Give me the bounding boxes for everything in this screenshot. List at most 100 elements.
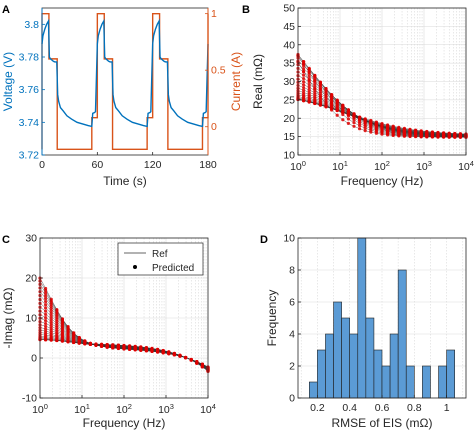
panel-a-xlabel: Time (s) bbox=[103, 174, 147, 188]
panel-c-predicted-point bbox=[44, 306, 48, 310]
panel-a-ytick-right-label: 0 bbox=[211, 121, 217, 133]
panel-b-predicted-point bbox=[346, 111, 350, 115]
panel-b-ylabel: Real (mΩ) bbox=[251, 54, 265, 109]
panel-b-predicted-point bbox=[397, 125, 401, 129]
histogram-bar bbox=[373, 349, 383, 399]
panel-c-imag-impedance-chart: 100 101 102 103 104 -10 0 10 20 30 Frequency (Hz) -… bbox=[1, 233, 216, 431]
panel-c-predicted-point bbox=[122, 343, 126, 348]
panel-d-ytick-label: 2 bbox=[289, 361, 295, 373]
panel-b-predicted-point bbox=[363, 128, 367, 133]
panel-c-predicted-point bbox=[128, 344, 132, 348]
panel-c-predicted-point bbox=[116, 343, 120, 347]
voltage-series-line bbox=[41, 18, 209, 128]
panel-b-predicted-point bbox=[330, 106, 334, 110]
panel-c-predicted-point bbox=[44, 291, 48, 295]
panel-c-predicted-point bbox=[150, 346, 154, 350]
histogram-bar bbox=[405, 365, 415, 399]
panel-c-predicted-point bbox=[88, 342, 92, 346]
panel-b-xtick-label: 103 bbox=[416, 159, 432, 173]
panel-c-predicted-point bbox=[44, 299, 48, 304]
panel-c-predicted-point bbox=[44, 327, 48, 331]
panel-b-xtick-label: 100 bbox=[290, 159, 306, 173]
panel-b-predicted-point bbox=[341, 109, 345, 114]
panel-a-ytick-right-label: 0.5 bbox=[211, 65, 226, 77]
panel-c-predicted-point bbox=[133, 344, 137, 348]
panel-c-predicted-point bbox=[49, 338, 53, 342]
panel-c-predicted-point bbox=[44, 321, 48, 326]
panel-b-ytick-label: 20 bbox=[283, 113, 295, 125]
panel-b-predicted-point bbox=[307, 74, 311, 78]
panel-c-predicted-point bbox=[167, 350, 171, 354]
panel-c-predicted-point bbox=[111, 343, 115, 347]
panel-b-predicted-point bbox=[341, 118, 345, 122]
panel-b-predicted-point bbox=[307, 69, 311, 73]
panel-c-predicted-point bbox=[189, 358, 193, 362]
histogram-bar bbox=[438, 365, 447, 399]
panel-c-predicted-point bbox=[49, 311, 53, 316]
panel-c-predicted-point bbox=[72, 340, 76, 344]
panel-b-predicted-point bbox=[307, 88, 311, 92]
panel-b-predicted-point bbox=[352, 121, 356, 125]
panel-b-predicted-point bbox=[346, 121, 350, 125]
panel-b-ytick-label: 35 bbox=[283, 58, 295, 70]
panel-a-ytick-right-label: 1 bbox=[211, 8, 217, 20]
panel-d-ytick-label: 10 bbox=[283, 233, 295, 245]
panel-b-predicted-point bbox=[324, 104, 328, 108]
panel-b-predicted-point bbox=[453, 131, 457, 136]
panel-c-xlabel: Frequency (Hz) bbox=[83, 416, 166, 430]
panel-d-xtick-label: 0.2 bbox=[310, 402, 325, 414]
panel-b-predicted-point bbox=[302, 61, 306, 65]
panel-c-predicted-point bbox=[49, 322, 53, 326]
panel-b-predicted-point bbox=[302, 85, 306, 90]
panel-b-ytick-label: 40 bbox=[283, 39, 295, 51]
panel-a-ytick-label: 3.72 bbox=[19, 150, 40, 162]
panel-b-predicted-point bbox=[302, 83, 306, 87]
panel-b-predicted-point bbox=[335, 113, 339, 117]
panel-c-predicted-point bbox=[156, 347, 160, 351]
panel-c-legend-box bbox=[117, 242, 204, 276]
panel-c-xtick-label: 101 bbox=[74, 402, 90, 416]
panel-c-xtick-label: 103 bbox=[158, 402, 174, 416]
panel-d-ylabel: Frequency bbox=[265, 290, 279, 347]
panel-b-xlabel: Frequency (Hz) bbox=[341, 174, 424, 188]
panel-b-ytick-label: 30 bbox=[283, 76, 295, 88]
panel-c-predicted-point bbox=[144, 345, 148, 350]
panel-b-predicted-point bbox=[302, 80, 306, 84]
panel-b-predicted-point bbox=[307, 83, 311, 87]
panel-b-predicted-point bbox=[313, 101, 317, 105]
panel-b-predicted-point bbox=[425, 129, 429, 134]
panel-a-xtick-label: 0 bbox=[39, 159, 45, 171]
panel-b-xtick-label: 104 bbox=[458, 159, 474, 173]
panel-c-predicted-point bbox=[100, 342, 104, 346]
legend-ref-label: Ref bbox=[152, 249, 168, 260]
panel-c-predicted-point bbox=[60, 339, 64, 343]
panel-b-predicted-point bbox=[313, 78, 317, 83]
panel-c-predicted-point bbox=[44, 338, 48, 342]
panel-c-legend: Ref Predicted bbox=[117, 242, 204, 276]
panel-a-xtick-label: 180 bbox=[199, 159, 217, 171]
histogram-bar bbox=[325, 333, 334, 399]
panel-c-ylabel: -Imag (mΩ) bbox=[1, 288, 15, 349]
panel-a-ytick-label: 3.76 bbox=[19, 84, 40, 96]
panel-c-ytick-label: 0 bbox=[31, 353, 37, 365]
panel-b-predicted-point bbox=[352, 124, 356, 128]
panel-c-predicted-point bbox=[44, 309, 48, 313]
panel-c-ytick-label: 20 bbox=[25, 273, 37, 285]
panel-b-ytick-label: 10 bbox=[283, 150, 295, 162]
panel-letter-d: D bbox=[260, 234, 268, 246]
panel-b-predicted-point bbox=[307, 71, 311, 76]
panel-b-predicted-point bbox=[374, 120, 378, 124]
panel-d-xtick-label: 1 bbox=[444, 402, 450, 414]
panel-b-predicted-point bbox=[436, 130, 440, 135]
panel-c-predicted-point bbox=[49, 306, 53, 311]
panel-c-predicted-point bbox=[44, 293, 48, 298]
panel-d-ytick-label: 8 bbox=[289, 265, 295, 277]
panel-b-predicted-point bbox=[313, 83, 317, 88]
panel-b-predicted-point bbox=[302, 70, 306, 74]
histogram-bar bbox=[446, 349, 455, 399]
panel-c-predicted-point bbox=[44, 312, 48, 317]
panel-b-ytick-label: 50 bbox=[283, 3, 295, 15]
panel-c-predicted-point bbox=[49, 304, 53, 308]
panel-d-xtick-label: 0.8 bbox=[407, 402, 422, 414]
